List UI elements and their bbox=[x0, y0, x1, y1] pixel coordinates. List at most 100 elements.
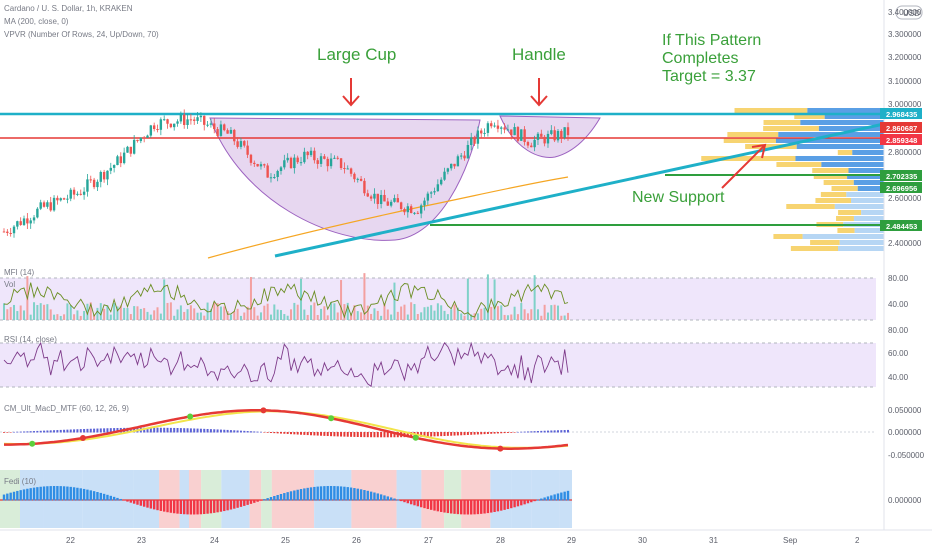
time-tick: 29 bbox=[567, 536, 576, 545]
macd-histogram-bar bbox=[189, 428, 192, 433]
candle bbox=[16, 220, 19, 230]
candle bbox=[136, 139, 139, 143]
fedi-histogram-bar bbox=[213, 500, 216, 513]
macd-histogram-bar bbox=[326, 432, 329, 437]
candle bbox=[132, 135, 136, 155]
macd-histogram-bar bbox=[526, 431, 529, 433]
candle bbox=[229, 126, 233, 134]
volume-profile-bar bbox=[727, 132, 779, 137]
currency-badge[interactable]: USD bbox=[895, 5, 923, 20]
macd-histogram-bar bbox=[456, 432, 459, 436]
volume-profile-bar bbox=[812, 168, 849, 173]
volume-bar bbox=[536, 309, 539, 320]
volume-bar bbox=[149, 314, 152, 320]
fedi-histogram-bar bbox=[253, 500, 256, 503]
fedi-histogram-bar bbox=[109, 495, 112, 501]
mfi-vol-panel[interactable]: MFI (14) Vol bbox=[0, 268, 876, 321]
candle bbox=[413, 211, 416, 215]
candle bbox=[486, 121, 490, 137]
price-tick: 3.200000 bbox=[888, 53, 922, 62]
candle bbox=[416, 210, 420, 215]
macd-histogram-bar bbox=[493, 432, 496, 434]
macd-histogram-bar bbox=[83, 428, 86, 433]
time-axis[interactable]: 22 23 24 25 26 27 28 29 30 31 Sep 2 bbox=[0, 529, 932, 545]
price-tag-label: 2.860687 bbox=[886, 124, 917, 133]
macd-cross-dot bbox=[328, 415, 335, 422]
volume-bar bbox=[283, 314, 286, 320]
volume-bar bbox=[296, 304, 299, 320]
fedi-histogram-bar bbox=[379, 494, 383, 501]
volume-bar bbox=[470, 314, 473, 320]
fedi-histogram-bar bbox=[463, 500, 466, 515]
fedi-background-band bbox=[421, 470, 445, 528]
volume-bar bbox=[480, 308, 483, 320]
candle bbox=[72, 187, 76, 200]
volume-bar bbox=[420, 312, 423, 320]
fedi-panel[interactable]: Fedi (10) bbox=[0, 470, 572, 528]
volume-bar bbox=[333, 303, 336, 320]
volume-profile-bar bbox=[848, 168, 884, 173]
volume-bar bbox=[223, 306, 226, 320]
volume-bar bbox=[433, 310, 436, 320]
macd-histogram-bar bbox=[276, 432, 279, 434]
fedi-histogram-bar bbox=[102, 493, 106, 501]
volume-profile-bar bbox=[734, 108, 808, 113]
macd-histogram-bar bbox=[6, 432, 9, 433]
macd-histogram-bar bbox=[246, 431, 249, 433]
fedi-histogram-bar bbox=[99, 492, 102, 501]
price-tag-support-low: 2.484453 bbox=[880, 220, 922, 231]
volume-bar bbox=[396, 311, 399, 320]
fedi-histogram-bar bbox=[500, 500, 503, 511]
macd-histogram-bar bbox=[263, 432, 266, 433]
candle bbox=[446, 167, 450, 175]
volume-profile-bar bbox=[837, 246, 884, 251]
candle bbox=[436, 179, 440, 192]
fedi-histogram-bar bbox=[72, 487, 76, 501]
candle bbox=[276, 169, 279, 182]
volume-bar bbox=[23, 310, 26, 320]
volume-bar bbox=[226, 311, 229, 320]
volume-bar bbox=[350, 314, 353, 320]
candle bbox=[493, 122, 496, 128]
fedi-histogram-bar bbox=[62, 486, 66, 501]
candle bbox=[386, 197, 389, 207]
fedi-histogram-bar bbox=[76, 487, 79, 501]
fedi-histogram-bar bbox=[343, 486, 346, 501]
fedi-histogram-bar bbox=[460, 500, 463, 515]
volume-bar bbox=[96, 307, 99, 320]
candle bbox=[259, 161, 263, 170]
macd-histogram-bar bbox=[206, 428, 209, 433]
fedi-histogram-bar bbox=[166, 500, 169, 513]
fedi-histogram-bar bbox=[226, 500, 229, 511]
macd-histogram-bar bbox=[286, 432, 289, 434]
candle bbox=[563, 127, 566, 140]
ma-indicator-label: MA (200, close, 0) bbox=[4, 17, 69, 26]
macd-histogram-bar bbox=[546, 430, 549, 433]
volume-bar bbox=[13, 304, 16, 320]
fedi-histogram-bar bbox=[49, 486, 52, 501]
volume-profile-bar bbox=[831, 186, 858, 191]
candle bbox=[209, 118, 213, 128]
fedi-histogram-bar bbox=[386, 496, 389, 501]
macd-histogram-bar bbox=[86, 428, 89, 433]
rsi-panel[interactable]: RSI (14, close) bbox=[0, 335, 876, 388]
fedi-histogram-bar bbox=[236, 500, 239, 508]
fedi-panel-label: Fedi (10) bbox=[4, 477, 36, 486]
volume-bar bbox=[303, 309, 306, 320]
volume-bar bbox=[123, 307, 126, 320]
macd-histogram-bar bbox=[540, 430, 543, 433]
symbol-title: Cardano / U. S. Dollar, 1h, KRAKEN bbox=[4, 4, 133, 13]
volume-bar bbox=[16, 311, 19, 320]
volume-bar bbox=[290, 309, 293, 320]
price-axis[interactable]: 3.400000 3.300000 3.200000 3.100000 3.00… bbox=[880, 0, 925, 530]
volume-bar bbox=[196, 312, 199, 320]
candle bbox=[429, 190, 433, 199]
macd-panel[interactable]: CM_Ult_MacD_MTF (60, 12, 26, 9) bbox=[0, 404, 876, 452]
candle bbox=[556, 128, 560, 143]
candle bbox=[403, 207, 406, 216]
time-tick: 26 bbox=[352, 536, 361, 545]
candle bbox=[203, 115, 206, 131]
price-tag-resistance-cyan: 2.968435 bbox=[880, 108, 922, 119]
price-panel[interactable]: Large Cup Handle If This Pattern Complet… bbox=[0, 32, 885, 259]
